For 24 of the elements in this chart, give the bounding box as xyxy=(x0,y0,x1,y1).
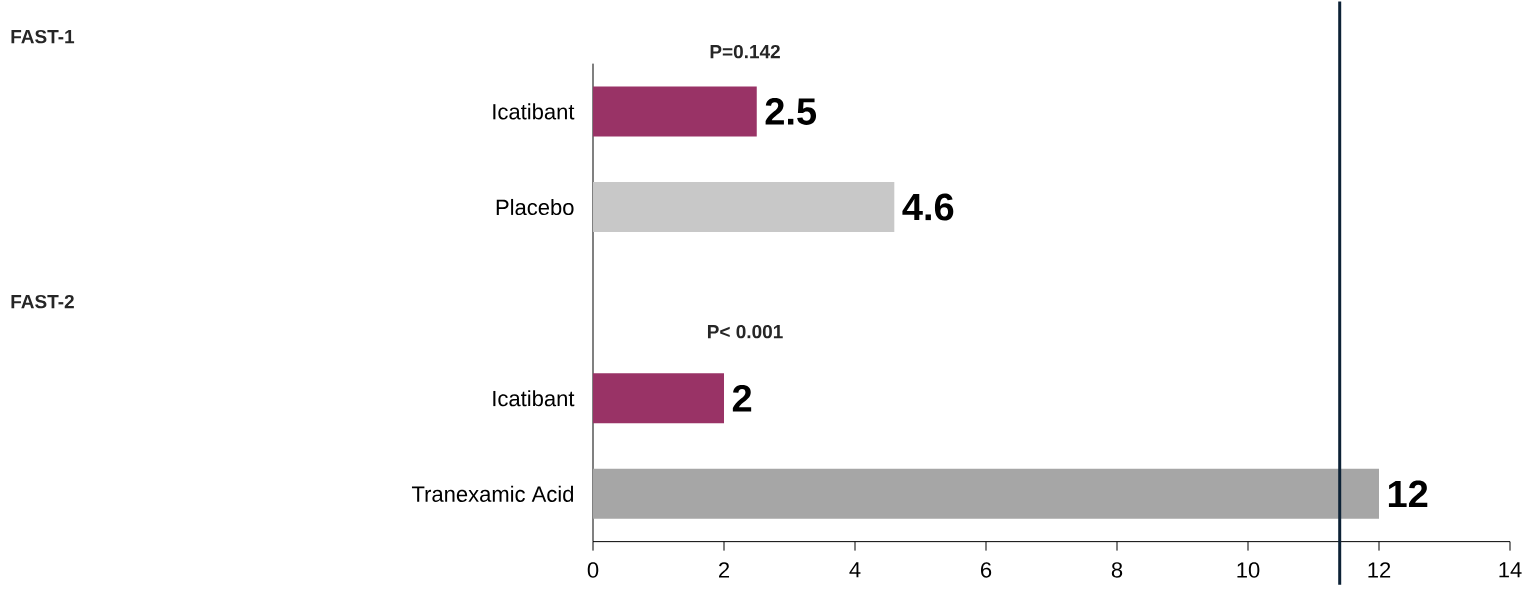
x-tick-label: 4 xyxy=(849,562,861,578)
data-label: 2.5 xyxy=(765,98,817,126)
annotation: P< 0.001 xyxy=(707,325,783,339)
x-tick-label: 14 xyxy=(1499,562,1522,578)
data-label: 4.6 xyxy=(902,193,954,221)
x-tick-label: 2 xyxy=(719,562,730,578)
x-tick-label: 0 xyxy=(587,562,599,578)
x-tick-label: 12 xyxy=(1368,562,1391,578)
x-tick-label: 6 xyxy=(981,562,992,578)
data-label: 12 xyxy=(1388,480,1428,508)
x-tick-label: 8 xyxy=(1111,562,1123,578)
y-tick-label: Placebo xyxy=(496,199,574,216)
bar xyxy=(593,86,757,137)
y-tick-label: Tranexamic Acid xyxy=(411,485,574,503)
text: FAST-1 xyxy=(11,30,75,44)
x-tick-label: 10 xyxy=(1237,562,1260,578)
y-tick-label: Icatibant xyxy=(493,103,575,120)
bar xyxy=(593,373,725,424)
data-label: 2 xyxy=(732,385,752,412)
bar xyxy=(593,182,895,233)
annotation: P=0.142 xyxy=(710,45,780,59)
y-tick-label: Icatibant xyxy=(493,390,575,407)
bar xyxy=(593,469,1379,520)
text: FAST-2 xyxy=(11,295,74,309)
